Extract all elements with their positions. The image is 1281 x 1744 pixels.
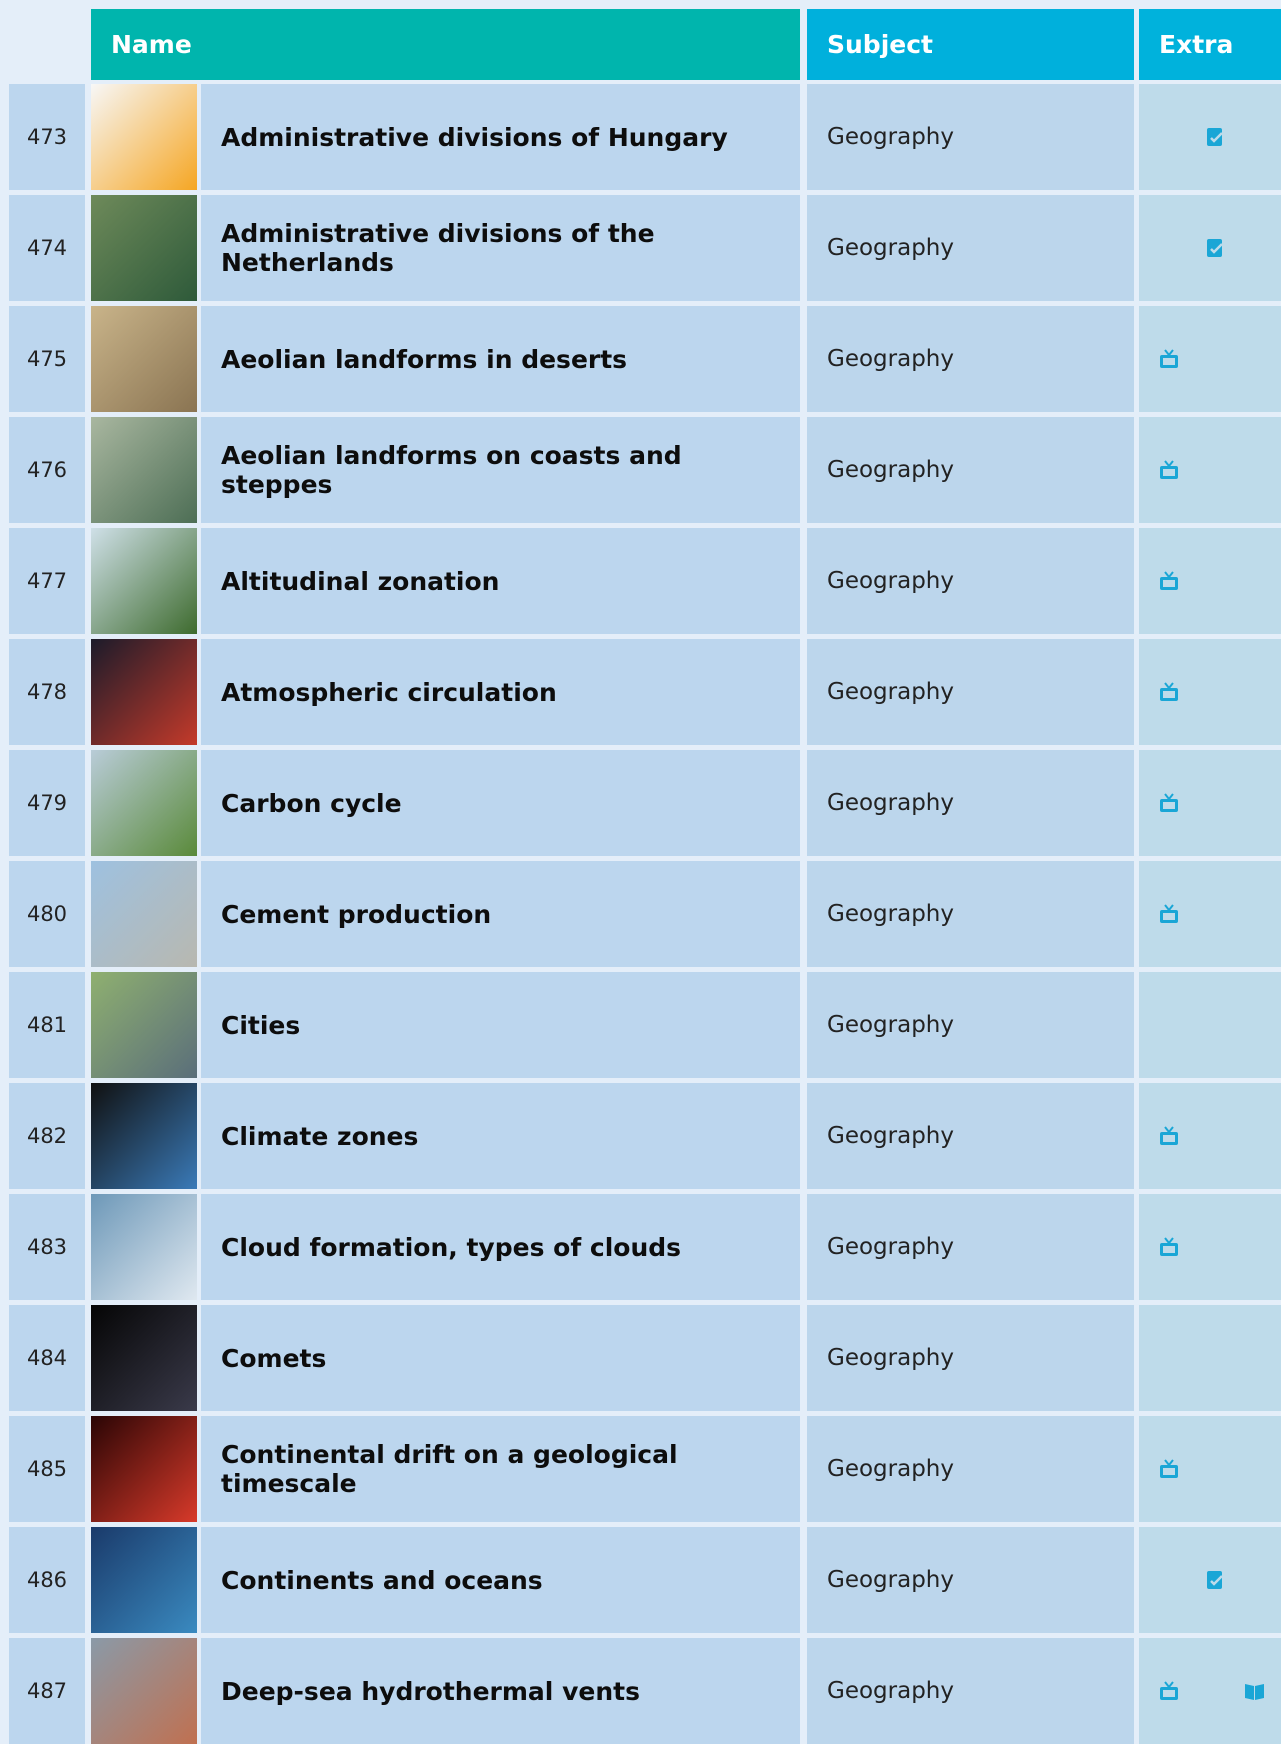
thumbnail[interactable]	[91, 195, 197, 301]
subject: Geography	[807, 1083, 1134, 1189]
topic-name[interactable]: Altitudinal zonation	[201, 528, 800, 634]
tv-icon[interactable]	[1158, 348, 1180, 370]
thumbnail[interactable]	[91, 750, 197, 856]
row-number: 474	[9, 195, 85, 301]
subject: Geography	[807, 750, 1134, 856]
header-name[interactable]: Name	[91, 9, 800, 80]
topic-name[interactable]: Deep-sea hydrothermal vents	[201, 1638, 800, 1744]
subject: Geography	[807, 195, 1134, 301]
thumbnail[interactable]	[91, 84, 197, 190]
topic-name[interactable]: Administrative divisions of Hungary	[201, 84, 800, 190]
book-icon[interactable]	[1243, 1680, 1265, 1702]
row-number: 473	[9, 84, 85, 190]
subject: Geography	[807, 417, 1134, 523]
subject: Geography	[807, 1416, 1134, 1522]
tv-icon[interactable]	[1158, 903, 1180, 925]
thumbnail[interactable]	[91, 1527, 197, 1633]
thumbnail[interactable]	[91, 1083, 197, 1189]
topic-name[interactable]: Aeolian landforms on coasts and steppes	[201, 417, 800, 523]
thumbnail[interactable]	[91, 972, 197, 1078]
topic-name[interactable]: Cities	[201, 972, 800, 1078]
thumbnail[interactable]	[91, 1416, 197, 1522]
thumbnail[interactable]	[91, 861, 197, 967]
row-number: 484	[9, 1305, 85, 1411]
thumbnail[interactable]	[91, 639, 197, 745]
thumbnail[interactable]	[91, 528, 197, 634]
topic-name[interactable]: Atmospheric circulation	[201, 639, 800, 745]
topic-name[interactable]: Continental drift on a geological timesc…	[201, 1416, 800, 1522]
row-number: 477	[9, 528, 85, 634]
row-number: 478	[9, 639, 85, 745]
topic-name[interactable]: Administrative divisions of the Netherla…	[201, 195, 800, 301]
subject: Geography	[807, 861, 1134, 967]
tv-icon[interactable]	[1158, 792, 1180, 814]
header-subject[interactable]: Subject	[807, 9, 1134, 80]
tv-icon[interactable]	[1158, 1680, 1180, 1702]
subject: Geography	[807, 639, 1134, 745]
thumbnail[interactable]	[91, 1305, 197, 1411]
row-number: 479	[9, 750, 85, 856]
subject: Geography	[807, 84, 1134, 190]
row-number: 475	[9, 306, 85, 412]
tv-icon[interactable]	[1158, 570, 1180, 592]
tv-icon[interactable]	[1158, 1458, 1180, 1480]
topic-name[interactable]: Aeolian landforms in deserts	[201, 306, 800, 412]
topic-name[interactable]: Carbon cycle	[201, 750, 800, 856]
row-number: 476	[9, 417, 85, 523]
thumbnail[interactable]	[91, 1194, 197, 1300]
row-number: 483	[9, 1194, 85, 1300]
topic-name[interactable]: Continents and oceans	[201, 1527, 800, 1633]
edit-icon[interactable]	[1204, 1569, 1226, 1591]
thumbnail[interactable]	[91, 1638, 197, 1744]
tv-icon[interactable]	[1158, 681, 1180, 703]
row-number: 480	[9, 861, 85, 967]
subject: Geography	[807, 1527, 1134, 1633]
thumbnail[interactable]	[91, 306, 197, 412]
edit-icon[interactable]	[1204, 126, 1226, 148]
tv-icon[interactable]	[1158, 459, 1180, 481]
subject: Geography	[807, 1305, 1134, 1411]
row-number: 487	[9, 1638, 85, 1744]
subject: Geography	[807, 972, 1134, 1078]
extra-cell	[1139, 1305, 1281, 1411]
tv-icon[interactable]	[1158, 1125, 1180, 1147]
header-extra[interactable]: Extra	[1139, 9, 1281, 80]
subject: Geography	[807, 528, 1134, 634]
edit-icon[interactable]	[1204, 237, 1226, 259]
row-number: 481	[9, 972, 85, 1078]
thumbnail[interactable]	[91, 417, 197, 523]
topic-name[interactable]: Comets	[201, 1305, 800, 1411]
tv-icon[interactable]	[1158, 1236, 1180, 1258]
row-number: 482	[9, 1083, 85, 1189]
subject: Geography	[807, 306, 1134, 412]
extra-cell	[1139, 972, 1281, 1078]
row-number: 486	[9, 1527, 85, 1633]
topic-name[interactable]: Cement production	[201, 861, 800, 967]
row-number: 485	[9, 1416, 85, 1522]
subject: Geography	[807, 1194, 1134, 1300]
subject: Geography	[807, 1638, 1134, 1744]
topic-name[interactable]: Climate zones	[201, 1083, 800, 1189]
topic-name[interactable]: Cloud formation, types of clouds	[201, 1194, 800, 1300]
